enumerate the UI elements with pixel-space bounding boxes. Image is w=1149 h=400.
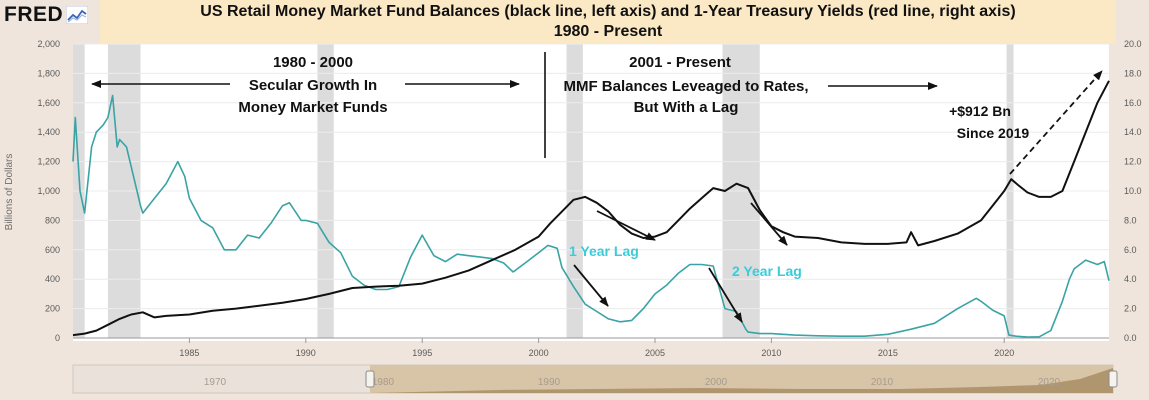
y-axis-label: Billions of Dollars <box>4 154 15 231</box>
x-tick-label: 1995 <box>412 348 432 358</box>
era2-label-line2: MMF Balances Leveaged to Rates, <box>563 78 808 95</box>
era2-label-line3: But With a Lag <box>634 99 739 116</box>
era1-label-line3: Money Market Funds <box>238 99 387 116</box>
y-right-tick-label: 10.0 <box>1124 186 1142 196</box>
navigator-label: 1980 <box>372 377 395 388</box>
x-tick-label: 2020 <box>994 348 1014 358</box>
y-left-tick-label: 1,600 <box>37 98 60 108</box>
chart-title: US Retail Money Market Fund Balances (bl… <box>200 3 1016 20</box>
navigator-left-handle[interactable] <box>365 370 375 388</box>
y-right-tick-label: 0.0 <box>1124 333 1137 343</box>
navigator-sparkline <box>370 368 1113 393</box>
y-left-tick-label: 400 <box>45 274 60 284</box>
chart-icon <box>66 6 89 24</box>
era2-label-line1: 2001 - Present <box>629 54 731 71</box>
y-left-tick-label: 1,400 <box>37 127 60 137</box>
y-right-tick-label: 2.0 <box>1124 304 1137 314</box>
lag1-label: 1 Year Lag <box>569 243 639 259</box>
y-left-tick-label: 800 <box>45 215 60 225</box>
y-right-tick-label: 4.0 <box>1124 274 1137 284</box>
growth-label-line1: +$912 Bn <box>949 103 1011 119</box>
y-right-tick-label: 14.0 <box>1124 127 1142 137</box>
era1-label-line1: 1980 - 2000 <box>273 54 353 71</box>
lag2-arrow-balances <box>750 202 788 246</box>
x-tick-label: 2015 <box>878 348 898 358</box>
range-navigator[interactable]: 1970 1980 1990 2000 2010 2020 <box>0 362 1149 400</box>
y-left-tick-label: 600 <box>45 245 60 255</box>
growth-label-line2: Since 2019 <box>957 125 1030 141</box>
x-tick-label: 2010 <box>761 348 781 358</box>
y-left-tick-label: 1,800 <box>37 68 60 78</box>
y-right-tick-label: 20.0 <box>1124 39 1142 49</box>
lag2-arrow-yields <box>708 267 743 323</box>
chart-subtitle: 1980 - Present <box>553 23 663 40</box>
y-left-tick-label: 0 <box>55 333 60 343</box>
x-tick-label: 1990 <box>296 348 316 358</box>
y-left-tick-label: 1,200 <box>37 157 60 167</box>
x-tick-label: 2000 <box>529 348 549 358</box>
y-left-tick-label: 2,000 <box>37 39 60 49</box>
navigator-label: 2000 <box>705 377 728 388</box>
growth-arrow-dashed <box>1009 70 1103 175</box>
y-right-tick-label: 12.0 <box>1124 157 1142 167</box>
navigator-right-handle[interactable] <box>1108 370 1118 388</box>
y-left-tick-label: 200 <box>45 304 60 314</box>
y-right-tick-label: 16.0 <box>1124 98 1142 108</box>
fred-logo-text: FRED <box>4 3 64 26</box>
x-tick-label: 2005 <box>645 348 665 358</box>
plot-area <box>73 44 1109 341</box>
y-right-tick-label: 18.0 <box>1124 68 1142 78</box>
lag1-arrow-yields <box>573 264 609 307</box>
era1-label-line2: Secular Growth In <box>249 77 377 94</box>
chart-title-box: US Retail Money Market Fund Balances (bl… <box>100 0 1116 44</box>
fred-logo: FRED <box>4 2 89 28</box>
x-tick-label: 1985 <box>179 348 199 358</box>
chart: 1985 1990 1995 2000 2005 2010 2015 2020 0 200 400… <box>4 39 1142 358</box>
lag1-arrow-balances <box>596 210 656 241</box>
navigator-label: 1970 <box>204 377 227 388</box>
lag2-label: 2 Year Lag <box>732 263 802 279</box>
navigator-label: 2020 <box>1038 377 1061 388</box>
series-line-treasury-yield <box>72 94 1110 338</box>
navigator-label: 1990 <box>538 377 561 388</box>
y-left-tick-label: 1,000 <box>37 186 60 196</box>
y-right-tick-label: 8.0 <box>1124 215 1137 225</box>
y-right-tick-label: 6.0 <box>1124 245 1137 255</box>
navigator-label: 2010 <box>871 377 894 388</box>
